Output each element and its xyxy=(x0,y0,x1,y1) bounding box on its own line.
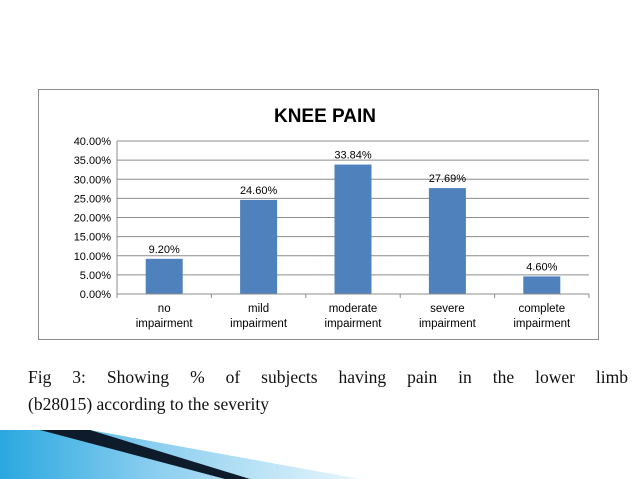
caption-line-2: (b28015) according to the severity xyxy=(28,394,270,414)
chart-container: KNEE PAIN 0.00% 5.00% 10.00% 15.00% 20.00% 25… xyxy=(38,89,599,340)
y-axis: 0.00% 5.00% 10.00% 15.00% 20.00% 25.00% 30.00%… xyxy=(74,136,118,301)
y-tick-label: 5.00% xyxy=(80,270,111,282)
decor-band-dark xyxy=(40,430,250,479)
bar xyxy=(428,188,466,294)
data-label: 27.69% xyxy=(429,173,467,185)
x-tick-label: impairment xyxy=(136,318,194,330)
y-tick-label: 10.00% xyxy=(74,251,112,263)
data-label: 24.60% xyxy=(240,185,278,197)
bar xyxy=(240,199,278,294)
x-tick-label: impairment xyxy=(230,318,288,330)
bar xyxy=(145,258,183,294)
y-tick-label: 35.00% xyxy=(74,155,112,167)
x-tick-label: complete xyxy=(518,303,565,315)
bar-chart: KNEE PAIN 0.00% 5.00% 10.00% 15.00% 20.00% 25… xyxy=(74,106,590,330)
chart-title: KNEE PAIN xyxy=(274,106,376,127)
y-tick-label: 0.00% xyxy=(80,289,111,301)
y-tick-label: 30.00% xyxy=(74,174,112,186)
data-label: 4.60% xyxy=(526,261,557,273)
y-tick-label: 15.00% xyxy=(74,232,112,244)
data-label: 9.20% xyxy=(149,244,180,256)
caption-line-1: Fig 3: Showing % of subjects having pain… xyxy=(28,367,628,387)
y-tick-label: 20.00% xyxy=(74,213,112,225)
bar xyxy=(523,276,561,294)
figure-caption: Fig 3: Showing % of subjects having pain… xyxy=(28,364,628,418)
x-tick-label: no xyxy=(158,303,171,315)
x-tick-label: mild xyxy=(248,303,269,315)
data-label: 33.84% xyxy=(334,150,372,162)
x-axis: no impairment mild impairment moderate impair… xyxy=(116,293,590,330)
figure-caption-cont: (b28015) according to the severity xyxy=(28,391,628,445)
data-labels: 9.20% 24.60% 33.84% 27.69% 4.60% xyxy=(149,150,558,274)
x-tick-label: impairment xyxy=(419,318,477,330)
bars xyxy=(145,164,561,294)
x-tick-label: impairment xyxy=(325,318,383,330)
y-tick-label: 40.00% xyxy=(74,136,112,148)
bar xyxy=(334,164,372,294)
x-tick-label: impairment xyxy=(513,318,571,330)
x-tick-label: moderate xyxy=(329,303,378,315)
y-tick-label: 25.00% xyxy=(74,193,112,205)
x-tick-label: severe xyxy=(430,303,465,315)
